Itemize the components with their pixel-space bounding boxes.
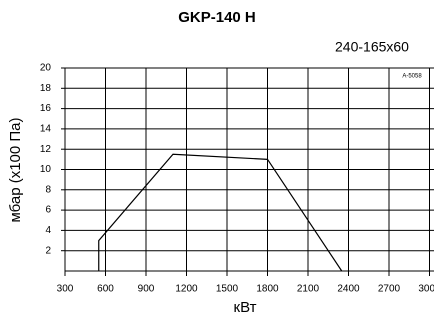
y-tick-label: 10	[40, 164, 52, 175]
x-tick-label: 2400	[337, 284, 360, 295]
y-tick-label: 2	[45, 245, 51, 256]
x-tick-label: 900	[138, 284, 155, 295]
y-tick-label: 18	[40, 83, 52, 94]
x-tick-label: 1800	[256, 284, 279, 295]
x-tick-label: 2100	[297, 284, 320, 295]
annotation: A-5058	[402, 74, 422, 80]
y-tick-label: 16	[40, 103, 52, 114]
x-tick-label: 600	[97, 284, 114, 295]
x-tick-label: 1200	[175, 284, 198, 295]
data-line	[98, 153, 343, 272]
y-tick-label: 12	[40, 144, 52, 155]
y-axis-label: мбар (x100 Па)	[7, 117, 24, 222]
y-tick-label: 8	[45, 184, 51, 195]
x-tick-label: 2700	[378, 284, 401, 295]
y-tick-label: 6	[45, 205, 51, 216]
y-tick-label: 4	[45, 225, 51, 236]
x-tick-label: 1500	[216, 284, 239, 295]
chart-subtitle: 240-165x60	[335, 39, 409, 55]
x-tick-label: 300	[57, 284, 74, 295]
chart-title: GKP-140 H	[178, 9, 256, 26]
y-tick-label: 14	[40, 124, 52, 135]
x-tick-label: 3000	[418, 284, 434, 295]
y-tick-label: 20	[40, 63, 52, 74]
x-axis-label: кВт	[234, 299, 257, 316]
